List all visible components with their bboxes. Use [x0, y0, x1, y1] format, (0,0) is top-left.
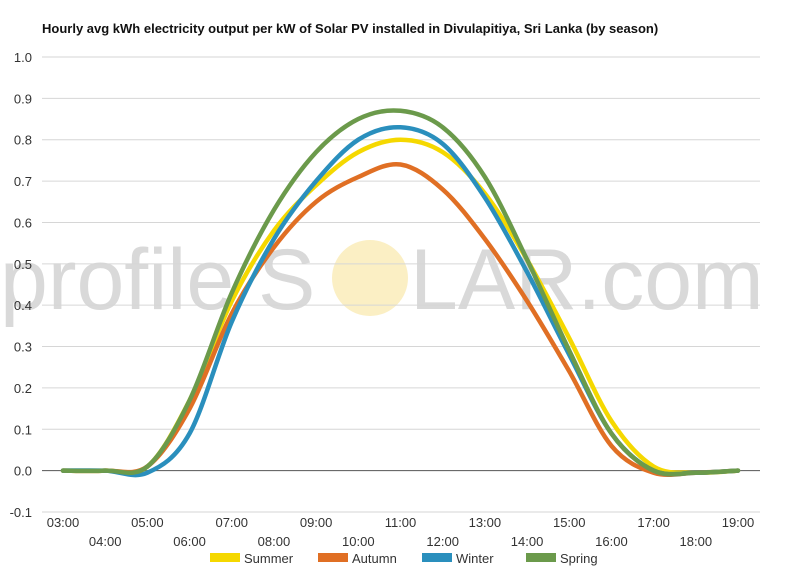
chart-title: Hourly avg kWh electricity output per kW… — [42, 21, 658, 36]
watermark-text-right: LAR.com — [410, 232, 764, 328]
y-tick-label: 0.0 — [14, 464, 32, 479]
y-axis: -0.1 0.0 0.1 0.2 0.3 0.4 0.5 0.6 0.7 0.8 0.9 1.0 — [10, 50, 32, 520]
x-tick-label: 08:00 — [258, 534, 291, 549]
watermark-sun-icon — [332, 240, 408, 316]
x-tick-label: 18:00 — [680, 534, 713, 549]
watermark-text-left: profile — [0, 232, 234, 328]
legend-item-spring[interactable]: Spring — [526, 551, 598, 566]
x-tick-label: 03:00 — [47, 515, 80, 530]
legend-swatch — [422, 553, 452, 562]
legend-item-autumn[interactable]: Autumn — [318, 551, 397, 566]
y-tick-label: 0.8 — [14, 133, 32, 148]
legend-swatch — [318, 553, 348, 562]
x-tick-label: 04:00 — [89, 534, 122, 549]
x-tick-label: 10:00 — [342, 534, 375, 549]
x-tick-label: 13:00 — [469, 515, 502, 530]
series-line-autumn — [60, 161, 741, 478]
y-tick-label: 0.1 — [14, 422, 32, 437]
legend-swatch — [526, 553, 556, 562]
x-tick-label: 12:00 — [426, 534, 459, 549]
legend-swatch — [210, 553, 240, 562]
y-tick-label: 0.5 — [14, 257, 32, 272]
series-line-spring — [60, 108, 741, 477]
y-tick-label: 0.6 — [14, 215, 32, 230]
legend-item-summer[interactable]: Summer — [210, 551, 294, 566]
x-tick-label: 09:00 — [300, 515, 333, 530]
y-tick-label: -0.1 — [10, 505, 32, 520]
legend-label: Winter — [456, 551, 494, 566]
y-tick-label: 1.0 — [14, 50, 32, 65]
legend[interactable]: Summer Autumn Winter Spring — [210, 551, 598, 566]
x-tick-label: 19:00 — [722, 515, 755, 530]
legend-item-winter[interactable]: Winter — [422, 551, 494, 566]
watermark-text-mid: S — [258, 232, 315, 328]
x-tick-label: 06:00 — [173, 534, 206, 549]
y-tick-label: 0.4 — [14, 298, 32, 313]
x-tick-label: 11:00 — [385, 515, 417, 530]
x-tick-label: 15:00 — [553, 515, 586, 530]
series-lines — [60, 108, 741, 478]
x-tick-label: 07:00 — [215, 515, 248, 530]
legend-label: Spring — [560, 551, 598, 566]
legend-label: Summer — [244, 551, 294, 566]
legend-label: Autumn — [352, 551, 397, 566]
x-tick-label: 17:00 — [637, 515, 670, 530]
y-tick-label: 0.2 — [14, 381, 32, 396]
x-tick-label: 05:00 — [131, 515, 164, 530]
y-tick-label: 0.3 — [14, 340, 32, 355]
watermark: profile S LAR.com — [0, 232, 764, 328]
y-tick-label: 0.7 — [14, 174, 32, 189]
x-tick-label: 16:00 — [595, 534, 628, 549]
y-tick-label: 0.9 — [14, 91, 32, 106]
grid — [42, 56, 760, 513]
x-tick-label: 14:00 — [511, 534, 544, 549]
x-axis: 03:00 04:00 05:00 06:00 07:00 08:00 09:00 10:00… — [47, 515, 755, 549]
